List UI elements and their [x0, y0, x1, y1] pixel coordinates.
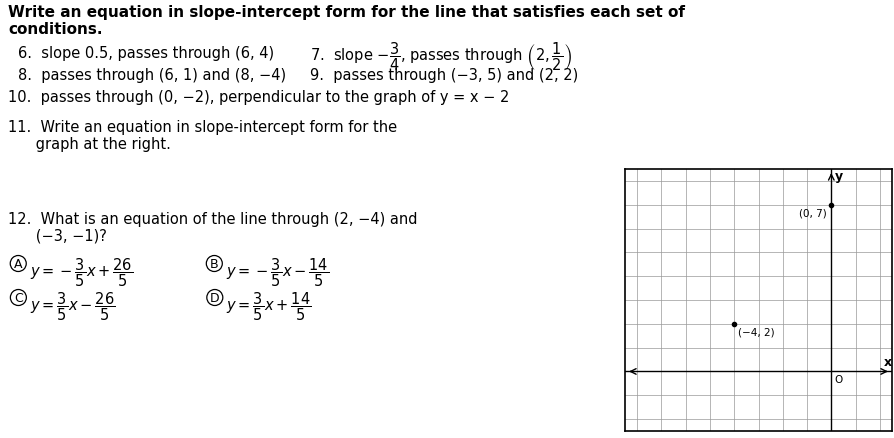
- Text: x: x: [883, 355, 891, 368]
- Text: 8.  passes through (6, 1) and (8, −4): 8. passes through (6, 1) and (8, −4): [18, 68, 286, 83]
- Text: $y = -\dfrac{3}{5}x - \dfrac{14}{5}$: $y = -\dfrac{3}{5}x - \dfrac{14}{5}$: [226, 255, 329, 288]
- Text: $y = \dfrac{3}{5}x + \dfrac{14}{5}$: $y = \dfrac{3}{5}x + \dfrac{14}{5}$: [226, 290, 311, 322]
- Text: (0, 7): (0, 7): [797, 208, 825, 218]
- Text: 7.  slope $-\dfrac{3}{4}$, passes through $\left(2, \dfrac{1}{2}\right)$: 7. slope $-\dfrac{3}{4}$, passes through…: [309, 40, 571, 72]
- Text: (−4, 2): (−4, 2): [737, 326, 773, 336]
- Text: (−3, −1)?: (−3, −1)?: [8, 229, 106, 244]
- Text: 6.  slope 0.5, passes through (6, 4): 6. slope 0.5, passes through (6, 4): [18, 46, 274, 61]
- Text: O: O: [833, 374, 841, 385]
- Text: 10.  passes through (0, −2), perpendicular to the graph of y = x − 2: 10. passes through (0, −2), perpendicula…: [8, 90, 509, 105]
- Text: conditions.: conditions.: [8, 22, 103, 37]
- Text: graph at the right.: graph at the right.: [8, 137, 171, 152]
- Text: D: D: [210, 291, 219, 304]
- Text: B: B: [210, 258, 218, 270]
- Text: y: y: [834, 170, 842, 183]
- Text: $y = \dfrac{3}{5}x - \dfrac{26}{5}$: $y = \dfrac{3}{5}x - \dfrac{26}{5}$: [30, 290, 115, 322]
- Text: A: A: [14, 258, 22, 270]
- Text: 12.  What is an equation of the line through (2, −4) and: 12. What is an equation of the line thro…: [8, 212, 417, 226]
- Text: 9.  passes through (−3, 5) and (2, 2): 9. passes through (−3, 5) and (2, 2): [309, 68, 578, 83]
- Text: $y = -\dfrac{3}{5}x + \dfrac{26}{5}$: $y = -\dfrac{3}{5}x + \dfrac{26}{5}$: [30, 255, 133, 288]
- Text: Write an equation in slope-intercept form for the line that satisfies each set o: Write an equation in slope-intercept for…: [8, 5, 684, 20]
- Text: C: C: [14, 291, 22, 304]
- Text: 11.  Write an equation in slope-intercept form for the: 11. Write an equation in slope-intercept…: [8, 120, 397, 135]
